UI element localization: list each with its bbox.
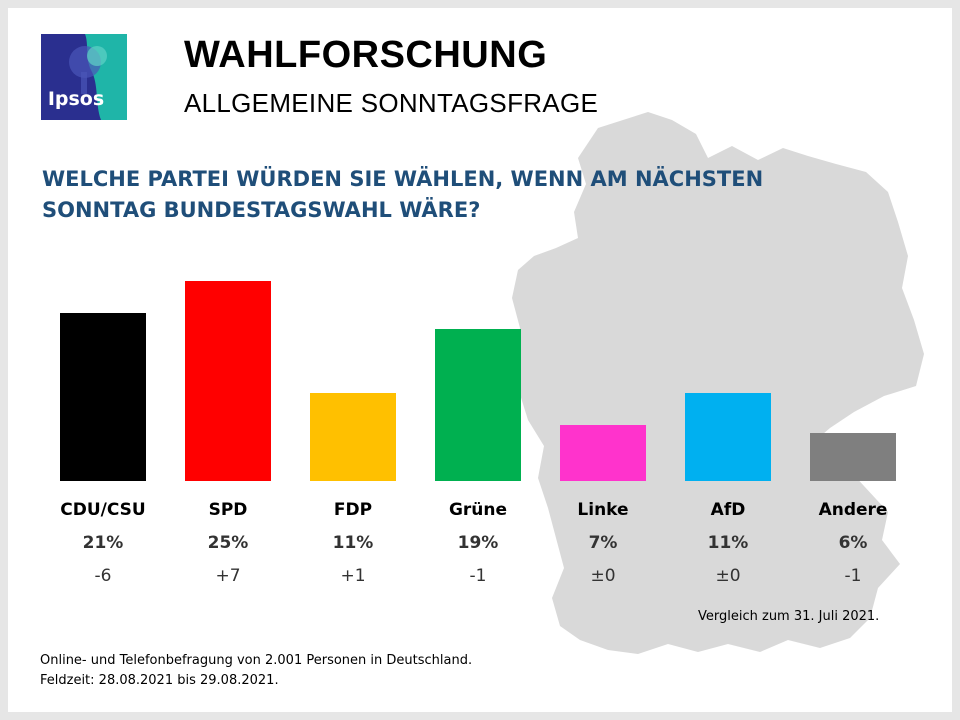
ipsos-logo: Ipsos [41, 34, 127, 120]
slide: Ipsos WAHLFORSCHUNG ALLGEMEINE SONNTAGSF… [8, 8, 952, 712]
bar-gr-ne [435, 329, 521, 481]
page-subtitle: ALLGEMEINE SONNTAGSFRAGE [184, 88, 599, 118]
category-label: AfD [711, 500, 746, 520]
bar-spd [185, 281, 271, 481]
value-label: 25% [208, 533, 249, 553]
value-label: 11% [333, 533, 374, 553]
value-label: 11% [708, 533, 749, 553]
survey-note-line1: Online- und Telefonbefragung von 2.001 P… [40, 653, 473, 668]
bar-linke [560, 425, 646, 481]
bar-chart: CDU/CSU 21% -6 SPD 25% +7 FDP 11% +1 Grüne 19% -1 Li… [60, 281, 896, 586]
change-label: ±0 [590, 566, 615, 586]
change-label: +7 [215, 566, 240, 586]
value-label: 6% [839, 533, 868, 553]
change-label: -1 [845, 566, 862, 586]
category-label: Grüne [449, 500, 507, 520]
change-label: ±0 [715, 566, 740, 586]
bar-afd [685, 393, 771, 481]
category-label: FDP [334, 500, 372, 520]
page-title: WAHLFORSCHUNG [184, 34, 548, 76]
category-label: Andere [819, 500, 888, 520]
change-label: +1 [340, 566, 365, 586]
change-label: -1 [470, 566, 487, 586]
survey-question: WELCHE PARTEI WÜRDEN SIE WÄHLEN, WENN AM… [42, 167, 764, 222]
value-label: 7% [589, 533, 618, 553]
value-label: 19% [458, 533, 499, 553]
value-label: 21% [83, 533, 124, 553]
germany-map-icon [512, 112, 924, 654]
bar-andere [810, 433, 896, 481]
category-label: SPD [209, 500, 248, 520]
change-label: -6 [95, 566, 112, 586]
logo-text: Ipsos [47, 88, 105, 110]
bar-cdu-csu [60, 313, 146, 481]
category-label: Linke [577, 500, 628, 520]
bar-fdp [310, 393, 396, 481]
survey-note-line2: Feldzeit: 28.08.2021 bis 29.08.2021. [40, 673, 279, 688]
ipsos-logo-icon [41, 34, 127, 120]
comparison-note: Vergleich zum 31. Juli 2021. [698, 609, 880, 624]
survey-note: Online- und Telefonbefragung von 2.001 P… [40, 651, 472, 691]
category-label: CDU/CSU [60, 500, 145, 520]
